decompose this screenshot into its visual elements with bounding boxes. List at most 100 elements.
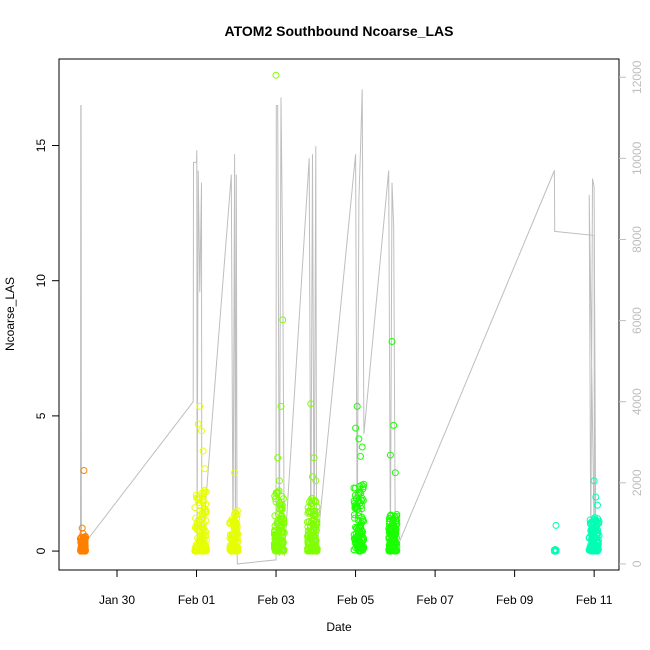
data-point-224 — [194, 420, 202, 428]
y2-tick-label-1: 2000 — [630, 469, 644, 496]
x-tick-label-6: Feb 11 — [576, 593, 613, 607]
data-point-679 — [352, 424, 360, 432]
data-point-992 — [586, 519, 594, 527]
data-point-200 — [192, 522, 200, 530]
data-point-793 — [388, 338, 396, 345]
data-point-213 — [195, 540, 203, 548]
data-point-680 — [355, 435, 363, 443]
data-point-555 — [307, 532, 315, 540]
data-point-201 — [196, 507, 204, 514]
data-point-563 — [304, 504, 312, 511]
data-point-796 — [391, 469, 399, 477]
y2-tick-label-2: 4000 — [630, 388, 644, 415]
data-point-182 — [200, 520, 208, 528]
data-point-332 — [227, 532, 235, 540]
data-point-794 — [390, 421, 398, 429]
data-point-206 — [199, 524, 207, 532]
data-point-186 — [201, 508, 209, 516]
x-tick-label-3: Feb 05 — [337, 593, 375, 607]
data-point-1017 — [587, 546, 595, 554]
data-point-661 — [350, 497, 358, 505]
data-point-1011 — [591, 527, 599, 535]
data-point-446 — [274, 547, 282, 555]
data-point-599 — [354, 512, 362, 520]
data-point-1019 — [592, 493, 600, 501]
data-point-660 — [357, 489, 365, 497]
data-point-329 — [228, 536, 236, 544]
data-point-313 — [233, 511, 241, 519]
data-point-545 — [311, 533, 319, 541]
data-point-676 — [352, 504, 360, 512]
y-axis-label: Ncoarse_LAS — [3, 277, 17, 351]
data-point-626 — [358, 517, 366, 525]
plot-frame — [58, 58, 620, 571]
data-point-450 — [279, 316, 287, 324]
y-tick-label-1: 5 — [34, 412, 48, 419]
x-axis-label: Date — [326, 620, 352, 634]
data-point-625 — [351, 514, 359, 522]
x-axis: Jan 30 Feb 01 Feb 03 Feb 05 Feb 07 Feb 09 Feb … — [99, 570, 613, 607]
data-point-682 — [357, 452, 364, 460]
data-point-452 — [274, 454, 282, 462]
data-point-678 — [353, 402, 361, 410]
y-tick-label-2: 10 — [34, 274, 48, 288]
data-point-664 — [356, 547, 364, 555]
data-point-792 — [386, 512, 394, 520]
data-point-226 — [199, 447, 207, 455]
data-point-681 — [358, 443, 366, 451]
data-point-785 — [388, 546, 396, 554]
data-point-790 — [385, 529, 393, 536]
data-point-441 — [278, 527, 286, 535]
data-point-219 — [196, 496, 203, 504]
x-tick-label-1: Feb 01 — [178, 593, 216, 607]
data-point-445 — [279, 538, 287, 546]
scatter-series — [77, 71, 603, 555]
x-tick-label-5: Feb 09 — [496, 593, 534, 607]
data-point-447 — [271, 547, 279, 554]
data-point-677 — [358, 536, 365, 544]
data-point-193 — [202, 500, 210, 508]
y2-tick-label-3: 6000 — [630, 307, 644, 334]
data-point-550 — [311, 511, 319, 519]
data-point-111 — [78, 524, 86, 532]
data-point-216 — [191, 504, 199, 512]
data-point-448 — [271, 526, 279, 534]
data-point-672 — [350, 511, 358, 519]
line-series-0 — [80, 89, 597, 565]
data-point-1018 — [590, 477, 598, 485]
data-point-333 — [232, 547, 240, 555]
data-point-561 — [312, 545, 320, 553]
data-point-777 — [387, 544, 394, 552]
data-point-788 — [389, 536, 397, 544]
data-point-1015 — [594, 539, 602, 547]
data-point-907 — [552, 521, 560, 529]
data-point-110 — [80, 467, 88, 474]
data-point-334 — [228, 540, 236, 548]
data-point-564 — [307, 400, 315, 408]
data-point-227 — [201, 465, 209, 473]
data-point-431 — [280, 520, 288, 527]
data-point-157 — [201, 505, 209, 513]
data-point-283 — [233, 514, 241, 522]
data-point-430 — [270, 540, 278, 548]
data-point-671 — [352, 538, 360, 546]
data-point-791 — [393, 520, 401, 528]
data-point-208 — [192, 514, 200, 522]
data-point-656 — [352, 501, 360, 509]
data-point-315 — [234, 530, 242, 538]
y-axis-left: 0 5 10 15 — [34, 139, 59, 554]
data-point-327 — [227, 547, 235, 555]
data-point-655 — [359, 485, 367, 493]
data-point-453 — [275, 477, 283, 485]
data-point-444 — [279, 538, 287, 546]
data-point-221 — [202, 544, 210, 552]
data-point-558 — [308, 547, 316, 554]
data-point-442 — [278, 501, 286, 509]
y-tick-label-0: 0 — [34, 547, 48, 554]
data-point-668 — [350, 484, 358, 492]
data-point-760 — [393, 512, 401, 520]
data-point-533 — [308, 495, 316, 503]
data-point-535 — [312, 537, 320, 545]
data-point-222 — [198, 536, 206, 544]
